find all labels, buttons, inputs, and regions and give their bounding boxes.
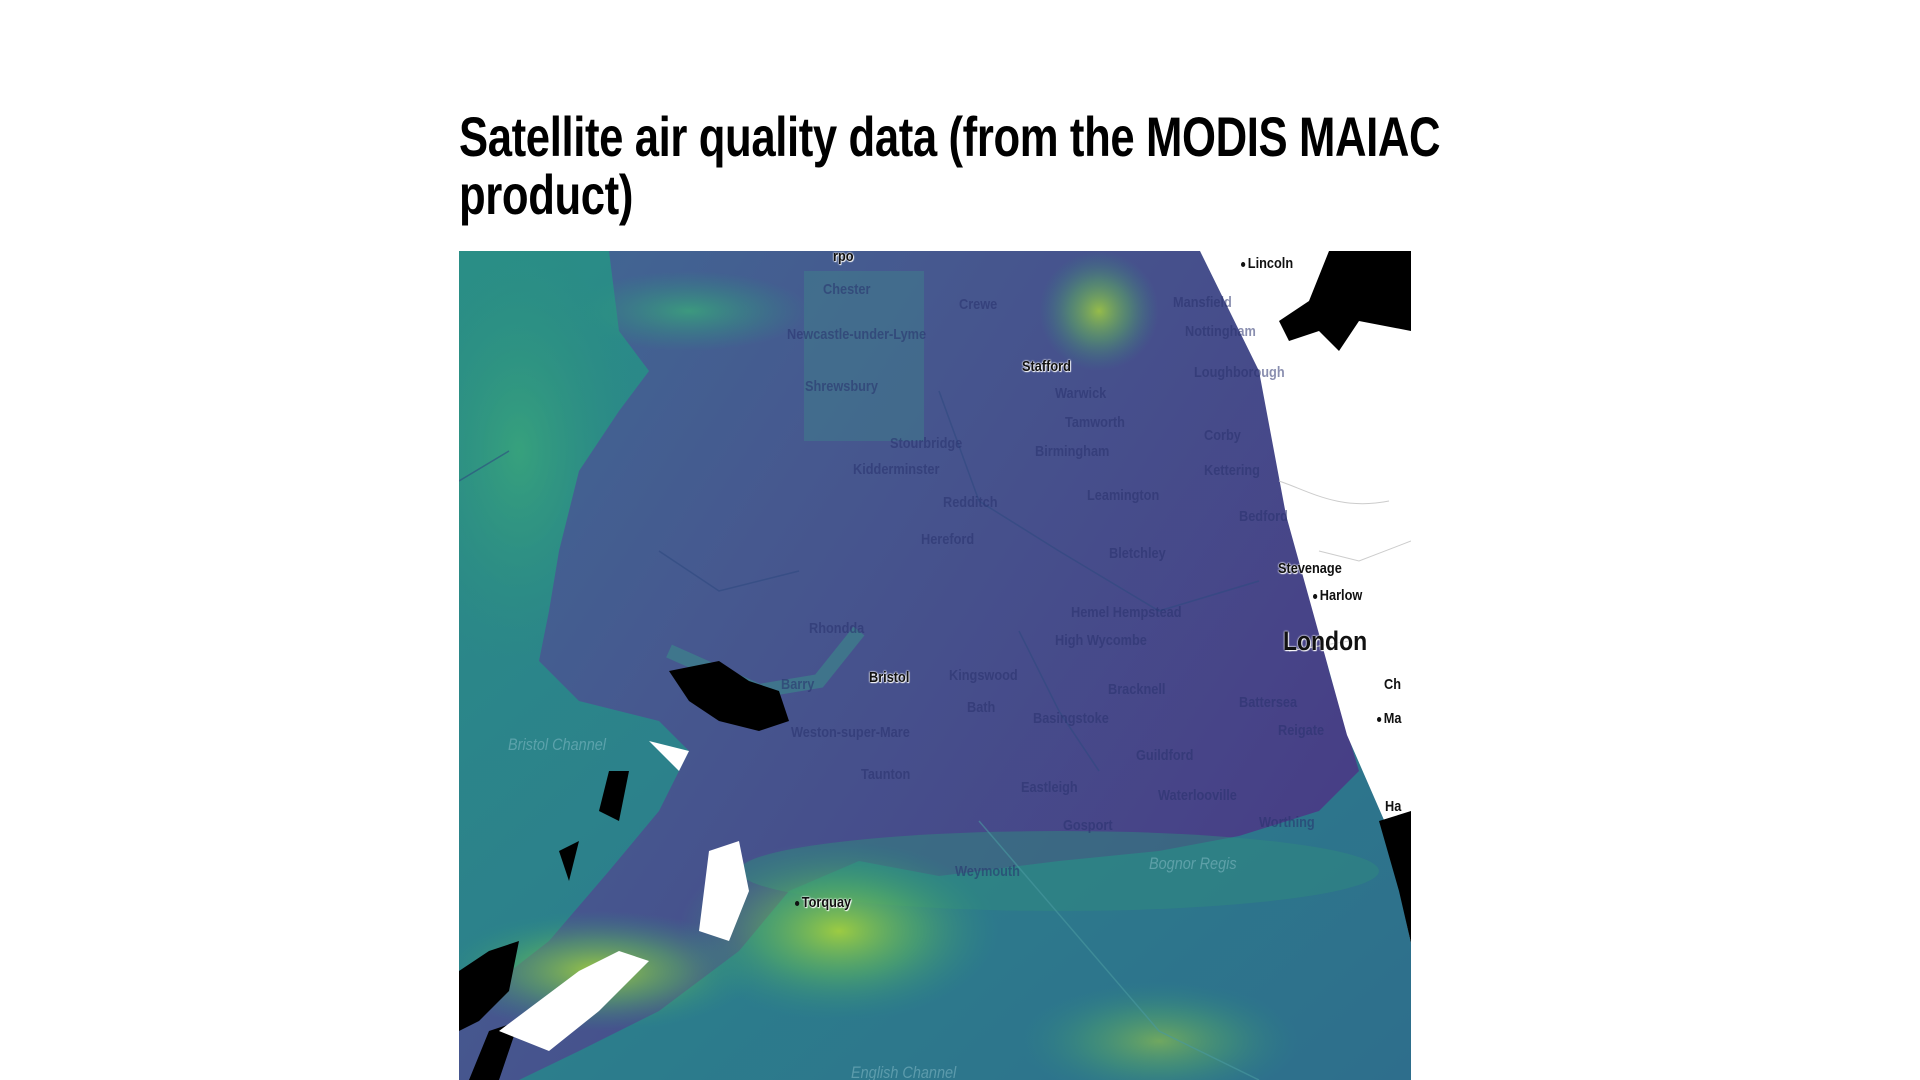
city-label: Worthing [1259, 814, 1315, 831]
city-label: Leamington [1087, 487, 1160, 504]
no-data-region [1200, 251, 1411, 943]
city-label: Weymouth [955, 863, 1020, 880]
city-label: Rhondda [809, 620, 865, 637]
city-label: Bath [967, 699, 996, 716]
city-label: Weston-super-Mare [791, 724, 910, 741]
city-label: Ch [1384, 676, 1401, 693]
city-label: Ma [1377, 710, 1402, 727]
city-label: Stevenage [1278, 560, 1342, 577]
city-label: Kettering [1204, 462, 1260, 479]
city-label: Hemel Hempstead [1071, 604, 1182, 621]
city-label: Torquay [795, 894, 851, 911]
city-label: Reigate [1278, 722, 1325, 739]
city-label: Corby [1204, 427, 1241, 444]
city-dot-icon [795, 900, 800, 906]
city-label: Bletchley [1109, 545, 1166, 562]
city-label: Waterlooville [1158, 787, 1237, 804]
city-label: Ha [1385, 798, 1402, 815]
air-quality-map[interactable]: rpo Chester Crewe Lincoln Mansfield Nott… [459, 251, 1411, 1080]
city-name: Lincoln [1247, 255, 1294, 272]
city-label: Newcastle-under-Lyme [787, 326, 927, 343]
city-label: High Wycombe [1055, 632, 1147, 649]
city-label: Bedford [1239, 508, 1288, 525]
city-label: Eastleigh [1021, 779, 1078, 796]
city-label: Lincoln [1241, 255, 1293, 272]
city-label: Chester [823, 281, 871, 298]
city-name: Ma [1383, 710, 1402, 727]
city-label: Mansfield [1173, 294, 1232, 311]
city-label: rpo [833, 251, 854, 265]
city-label: Birmingham [1035, 443, 1110, 460]
city-label: Stourbridge [890, 435, 963, 452]
city-label: Kidderminster [853, 461, 940, 478]
city-label: Bristol [869, 669, 910, 686]
aod-raster [459, 251, 1411, 1080]
masked-region [1279, 251, 1411, 351]
city-name: Torquay [801, 894, 852, 911]
city-label: Guildford [1136, 747, 1194, 764]
city-label: Nottingham [1185, 323, 1256, 340]
city-label: Tamworth [1065, 414, 1125, 431]
page-title: Satellite air quality data (from the MOD… [459, 105, 1441, 226]
land-mass [459, 251, 1359, 1080]
city-label: Hereford [921, 531, 975, 548]
city-name: Harlow [1319, 587, 1363, 604]
city-label: Gosport [1063, 817, 1113, 834]
city-label: Bracknell [1108, 681, 1166, 698]
city-label: Battersea [1239, 694, 1298, 711]
sea-label: Bristol Channel [508, 735, 606, 754]
city-dot-icon [1313, 593, 1318, 599]
city-label: Taunton [861, 766, 911, 783]
city-label: Crewe [959, 296, 998, 313]
city-dot-icon [1241, 261, 1246, 267]
city-label: Bognor Regis [1149, 854, 1237, 873]
city-label: Stafford [1022, 358, 1071, 375]
city-label: Barry [781, 676, 815, 693]
city-label: Redditch [943, 494, 998, 511]
sea-label: English Channel [851, 1063, 957, 1080]
city-label: Loughborough [1194, 364, 1285, 381]
city-dot-icon [1377, 716, 1382, 722]
city-label: Harlow [1313, 587, 1362, 604]
city-label: Basingstoke [1033, 710, 1109, 727]
city-label: Kingswood [949, 667, 1018, 684]
city-label: London [1283, 626, 1368, 656]
city-label: Warwick [1055, 385, 1107, 402]
city-label: Shrewsbury [805, 378, 878, 395]
